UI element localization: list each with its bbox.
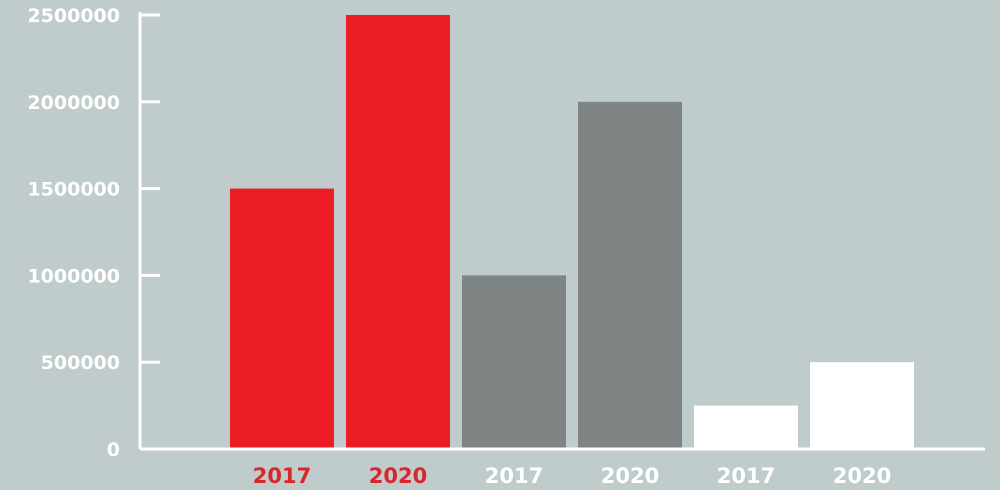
bar xyxy=(230,188,334,449)
x-tick-label: 2020 xyxy=(833,464,891,488)
y-tick-label: 0 xyxy=(107,439,120,461)
x-tick-label: 2020 xyxy=(601,464,659,488)
y-tick-label: 500000 xyxy=(41,352,120,374)
y-tick-label: 2500000 xyxy=(27,5,120,27)
bar xyxy=(578,101,682,450)
x-tick-label: 2017 xyxy=(485,464,543,488)
bars xyxy=(230,15,914,450)
y-tick-label: 1000000 xyxy=(27,265,120,287)
y-tick-label: 2000000 xyxy=(27,92,120,114)
y-axis: 0 500000 1000000 1500000 2000000 2500000 xyxy=(27,5,160,461)
x-tick-label: 2017 xyxy=(717,464,775,488)
bar xyxy=(810,362,914,449)
x-tick-label: 2020 xyxy=(369,464,427,488)
y-tick-label: 1500000 xyxy=(27,179,120,201)
bar xyxy=(694,405,798,449)
bar xyxy=(462,275,566,449)
x-tick-label: 2017 xyxy=(253,464,311,488)
x-axis: 2017 2020 2017 2020 2017 2020 xyxy=(140,447,985,488)
bar xyxy=(346,15,450,449)
